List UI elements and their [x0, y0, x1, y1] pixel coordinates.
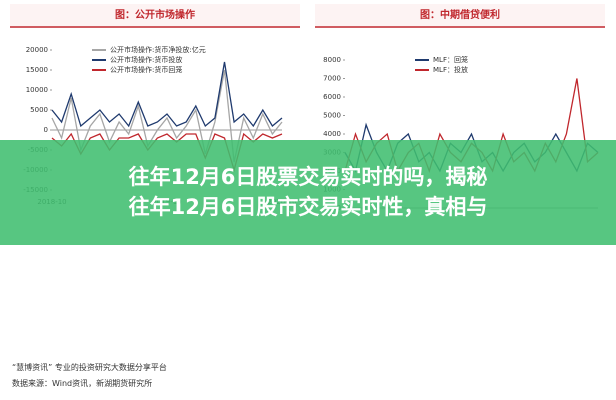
y-tick-label: 7000 [323, 75, 341, 83]
y-tick-label: 5000 [323, 112, 341, 120]
legend-label: 公开市场操作:货币回笼 [110, 65, 182, 74]
legend-label: MLF：回笼 [433, 55, 468, 64]
title-bar [10, 4, 300, 26]
y-tick-label: 6000 [323, 93, 341, 101]
title-bar [315, 4, 605, 26]
legend-label: 公开市场操作:货币净投放:亿元 [110, 45, 206, 54]
y-tick-label: 0 [44, 126, 48, 134]
banner-line: 往年12月6日股票交易实时的吗，揭秘 [128, 165, 488, 189]
footer-platform: “慧博资讯” 专业的投资研究大数据分享平台 [12, 363, 167, 372]
banner: 往年12月6日股票交易实时的吗，揭秘 往年12月6日股市交易实时性，真相与 [0, 140, 616, 245]
y-tick-label: 8000 [323, 56, 341, 64]
footer-source: 数据来源：Wind资讯，新湖期货研究所 [12, 379, 153, 388]
y-tick-label: 15000 [26, 66, 48, 74]
chart-title: 图：公开市场操作 [115, 8, 195, 21]
chart-title: 图：中期借贷便利 [420, 8, 500, 21]
series-line [51, 69, 283, 163]
y-tick-label: 5000 [30, 106, 48, 114]
y-tick-label: 4000 [323, 130, 341, 138]
y-tick-label: 10000 [26, 86, 48, 94]
series-line [51, 61, 283, 128]
y-tick-label: 20000 [26, 46, 48, 54]
legend-label: 公开市场操作:货币投放 [110, 55, 182, 64]
legend-label: MLF：投放 [433, 65, 468, 74]
banner-line: 往年12月6日股市交易实时性，真相与 [128, 195, 488, 219]
series-line [51, 132, 283, 173]
